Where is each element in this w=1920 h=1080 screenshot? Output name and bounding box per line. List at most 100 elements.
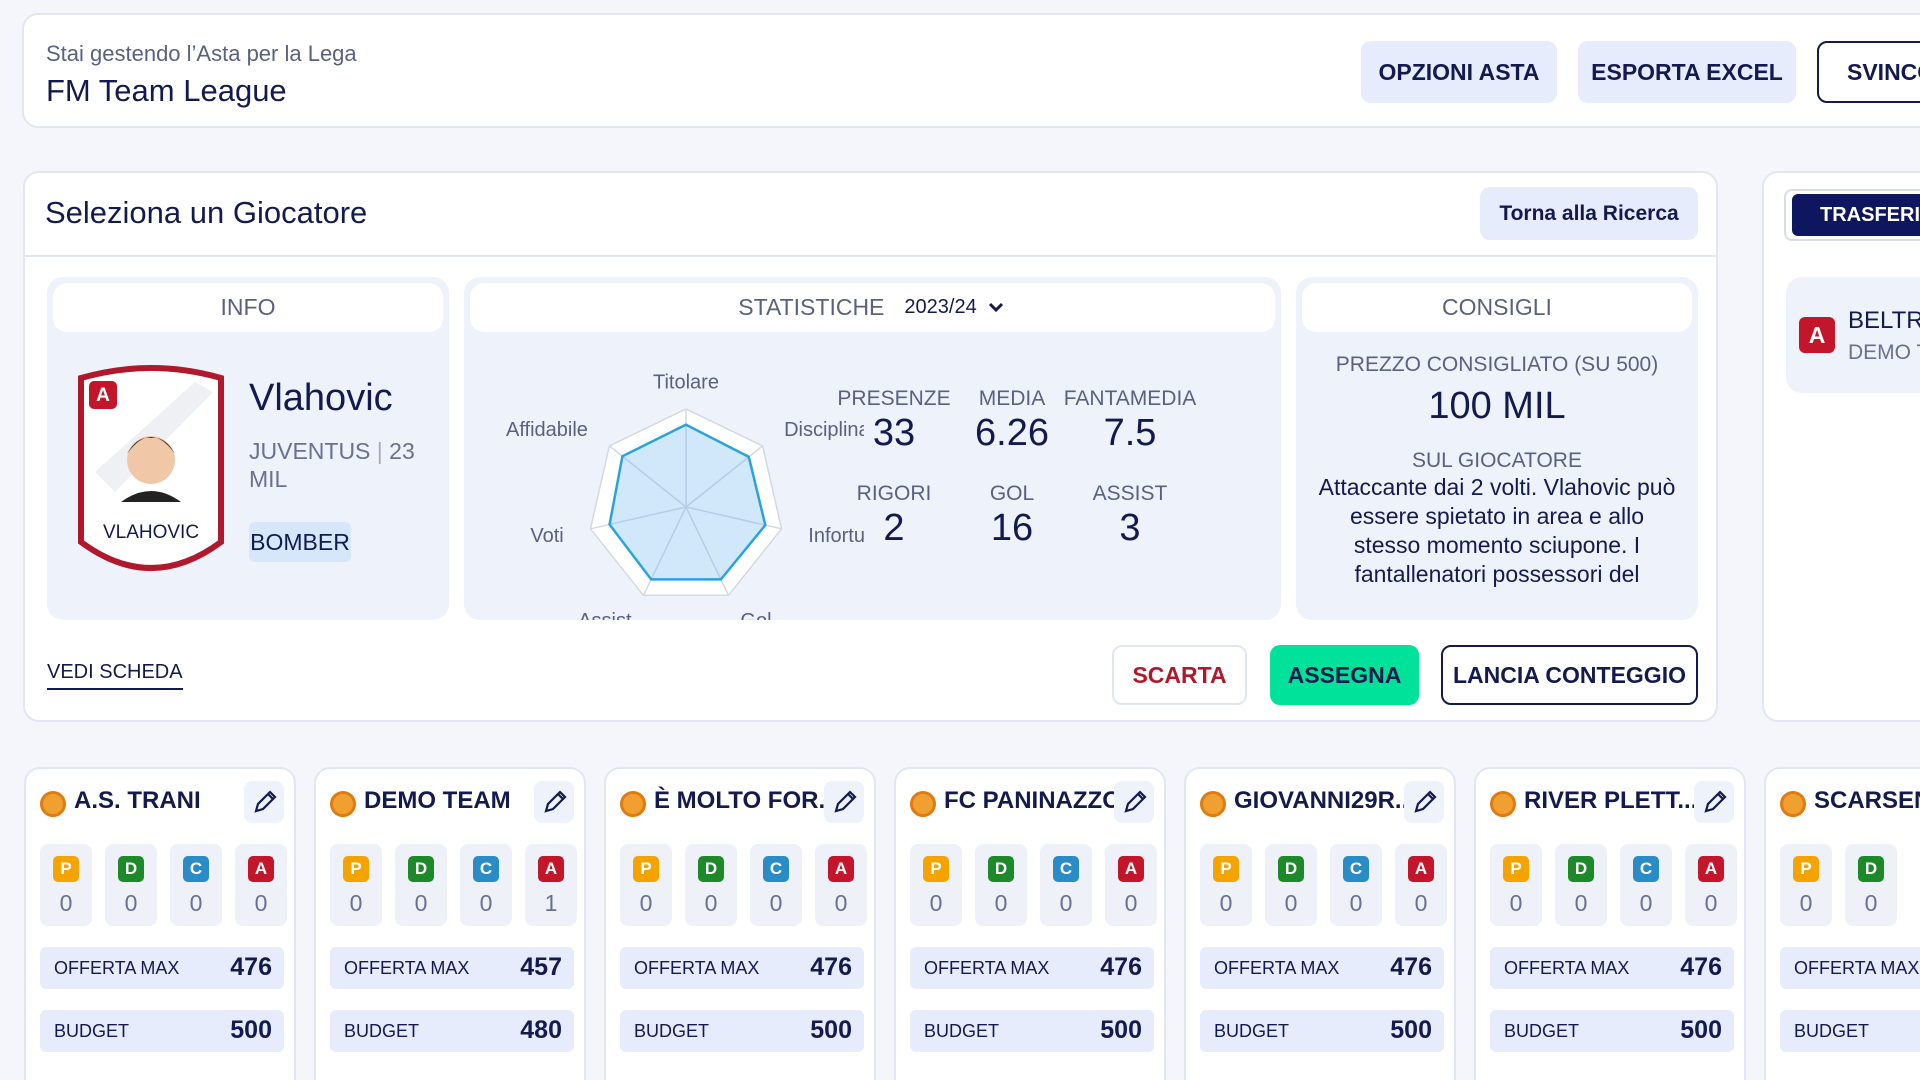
season-select[interactable]: 2023/24 [904, 296, 977, 318]
edit-button[interactable] [1404, 781, 1444, 823]
budget-label: BUDGET [634, 1021, 710, 1041]
stat-label: RIGORI [856, 482, 932, 505]
options-button[interactable]: OPZIONI ASTA [1361, 41, 1557, 103]
edit-button[interactable] [824, 781, 864, 823]
offer-label: OFFERTA MAX [1504, 958, 1630, 978]
assign-button[interactable]: ASSEGNA [1270, 645, 1419, 705]
budget-label: BUDGET [1214, 1021, 1290, 1041]
subtitle: Stai gestendo l’Asta per la Lega [46, 41, 357, 66]
edit-button[interactable] [1694, 781, 1734, 823]
league-title: FM Team League [46, 73, 287, 108]
info-box: INFO A VLAHOVIC Vlahovic JUVENTUS | 23 M… [47, 277, 449, 620]
role-count: 0 [1124, 890, 1138, 916]
budget-value: 480 [520, 1016, 562, 1044]
pencil-icon [254, 790, 277, 813]
team-name: A.S. TRANI [74, 787, 201, 814]
radar-label: Titolare [653, 372, 719, 394]
release-button[interactable]: SVINCO [1817, 41, 1920, 103]
team-name: RIVER PLETT... [1524, 787, 1698, 814]
radar-label: Infortur [808, 525, 864, 547]
team-icon [1780, 791, 1806, 817]
offer-value: 476 [230, 953, 272, 981]
offer-label: OFFERTA MAX [924, 958, 1050, 978]
stats-grid: PRESENZE 33 MEDIA 6.26 FANTAMEDIA 7.5 RIGORI 2 G… [837, 387, 1274, 607]
role-count: 0 [834, 890, 848, 916]
stats-box: STATISTICHE 2023/24 Titolare Disciplina In… [464, 277, 1281, 620]
radar-chart: Titolare Disciplina Infortur Gol Assist Voti A… [506, 372, 864, 620]
team-card: È MOLTO FOR... P 0 D 0 C 0 A 0 OFFERTA MAX 476 BUDG… [604, 767, 876, 1080]
radar-label: Affidabile [506, 419, 588, 441]
card-role: A [96, 385, 110, 406]
role-count: 0 [994, 890, 1008, 916]
role-count: 0 [1639, 890, 1653, 916]
stat-value: 16 [990, 507, 1034, 549]
team-card: GIOVANNI29R... P 0 D 0 C 0 A 0 OFFERTA MAX 476 BUDG… [1184, 767, 1456, 1080]
stat-label: GOL [989, 482, 1035, 505]
role-count: 0 [1509, 890, 1523, 916]
side-player: A BELTRA DEMO TE [1786, 277, 1920, 393]
team-name: GIOVANNI29R... [1234, 787, 1415, 814]
offer-row: OFFERTA MAX 476 [1490, 947, 1734, 989]
edit-button[interactable] [244, 781, 284, 823]
role-badge: P [633, 856, 659, 882]
chevron [988, 302, 1003, 312]
edit-button[interactable] [1114, 781, 1154, 823]
budget-value: 500 [1680, 1016, 1722, 1044]
panel-title: Seleziona un Giocatore [45, 195, 368, 230]
price-label: PREZZO CONSIGLIATO (SU 500) [1335, 353, 1659, 376]
role-badge: A [248, 856, 274, 882]
about-text: Attaccante dai 2 volti. Vlahovic può ess… [1318, 474, 1676, 587]
offer-row: OFFERTA MAX 457 [330, 947, 574, 989]
back-button[interactable]: Torna alla Ricerca [1480, 187, 1698, 240]
stat-label: FANTAMEDIA [1063, 387, 1197, 410]
radar-area [608, 423, 767, 581]
role-count: 0 [1284, 890, 1298, 916]
role-count: 0 [1349, 890, 1363, 916]
side-role: A [1799, 317, 1835, 353]
transfers-tab[interactable]: TRASFERIM [1792, 194, 1920, 236]
details-link[interactable]: VEDI SCHEDA [47, 661, 183, 690]
team-icon [330, 791, 356, 817]
count-button[interactable]: LANCIA CONTEGGIO [1441, 645, 1698, 705]
discard-button[interactable]: SCARTA [1112, 645, 1247, 705]
role-badge: C [1343, 856, 1369, 882]
about-label: SUL GIOCATORE [1412, 449, 1582, 472]
export-button[interactable]: ESPORTA EXCEL [1578, 41, 1796, 103]
offer-value: 457 [520, 953, 562, 981]
radar-label: Assist [578, 610, 632, 620]
role-badge: D [408, 856, 434, 882]
stat-label: ASSIST [1092, 482, 1168, 505]
role-badge: A [828, 856, 854, 882]
budget-label: BUDGET [344, 1021, 420, 1041]
role-badge: C [183, 856, 209, 882]
role-badge: P [1793, 856, 1819, 882]
role-badge: C [473, 856, 499, 882]
budget-value: 500 [1390, 1016, 1432, 1044]
info-heading: INFO [53, 283, 443, 332]
team-icon [620, 791, 646, 817]
budget-row: BUDGET 480 [330, 1010, 574, 1052]
offer-label: OFFERTA MAX [634, 958, 760, 978]
budget-row: BUDGET [1780, 1010, 1920, 1052]
budget-value: 500 [1100, 1016, 1142, 1044]
role-badge: D [1278, 856, 1304, 882]
pencil-icon [1414, 790, 1437, 813]
role-badge: A [538, 856, 564, 882]
role-count: 0 [929, 890, 943, 916]
edit-button[interactable] [534, 781, 574, 823]
budget-row: BUDGET 500 [40, 1010, 284, 1052]
